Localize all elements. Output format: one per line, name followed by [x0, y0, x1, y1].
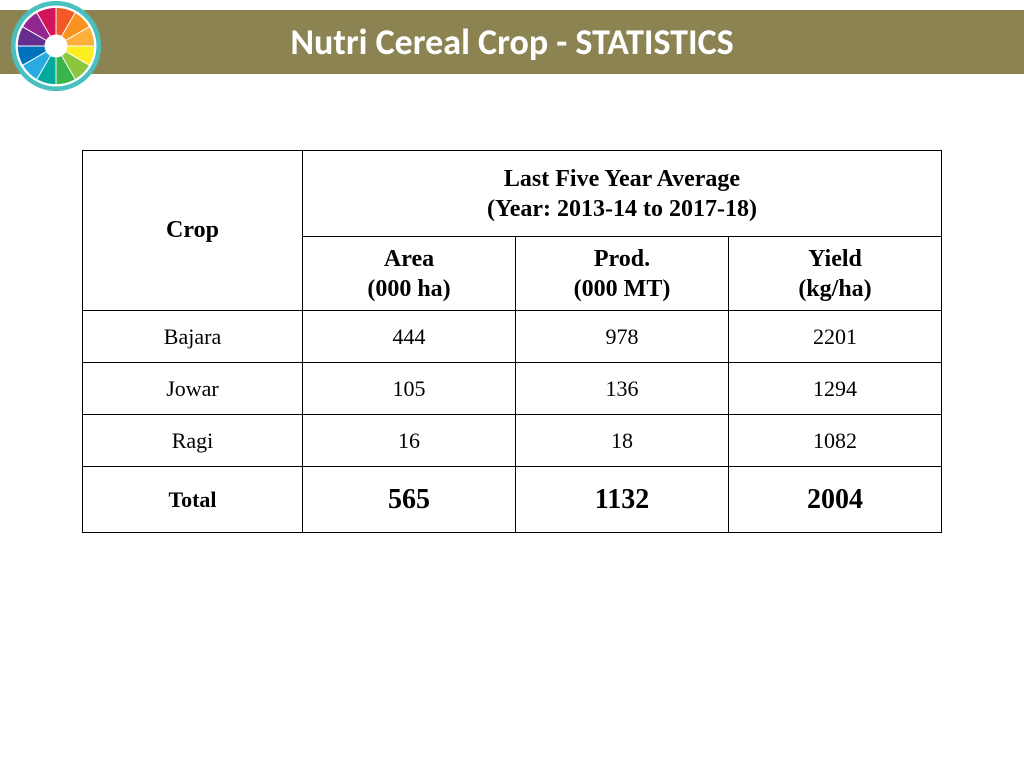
cell-area: 444: [303, 311, 516, 363]
header-bar: Nutri Cereal Crop - STATISTICS: [0, 10, 1024, 74]
col-header-yield-l2: (kg/ha): [798, 276, 871, 302]
span-header-line1: Last Five Year Average: [504, 166, 740, 192]
cell-total-label: Total: [83, 467, 303, 533]
col-header-yield-l1: Yield: [808, 246, 862, 272]
cell-area: 16: [303, 415, 516, 467]
col-header-span: Last Five Year Average (Year: 2013-14 to…: [303, 151, 942, 237]
table-row: Jowar 105 136 1294: [83, 363, 942, 415]
cell-total-prod: 1132: [516, 467, 729, 533]
page-title: Nutri Cereal Crop - STATISTICS: [290, 20, 733, 64]
col-header-prod-l1: Prod.: [594, 246, 650, 272]
col-header-yield: Yield (kg/ha): [729, 237, 942, 311]
cell-prod: 978: [516, 311, 729, 363]
span-header-line2: (Year: 2013-14 to 2017-18): [487, 196, 757, 222]
col-header-crop: Crop: [83, 151, 303, 311]
col-header-area-l2: (000 ha): [367, 276, 450, 302]
col-header-area-l1: Area: [384, 246, 434, 272]
statistics-table: Crop Last Five Year Average (Year: 2013-…: [82, 150, 942, 533]
cell-yield: 2201: [729, 311, 942, 363]
cell-crop: Ragi: [83, 415, 303, 467]
col-header-prod-l2: (000 MT): [574, 276, 671, 302]
table-row-total: Total 565 1132 2004: [83, 467, 942, 533]
cell-yield: 1294: [729, 363, 942, 415]
cell-total-yield: 2004: [729, 467, 942, 533]
cell-total-area: 565: [303, 467, 516, 533]
color-wheel-icon: [10, 0, 102, 92]
cell-area: 105: [303, 363, 516, 415]
col-header-area: Area (000 ha): [303, 237, 516, 311]
table-row: Ragi 16 18 1082: [83, 415, 942, 467]
table-row: Bajara 444 978 2201: [83, 311, 942, 363]
cell-crop: Bajara: [83, 311, 303, 363]
cell-crop: Jowar: [83, 363, 303, 415]
col-header-prod: Prod. (000 MT): [516, 237, 729, 311]
cell-prod: 18: [516, 415, 729, 467]
cell-prod: 136: [516, 363, 729, 415]
cell-yield: 1082: [729, 415, 942, 467]
